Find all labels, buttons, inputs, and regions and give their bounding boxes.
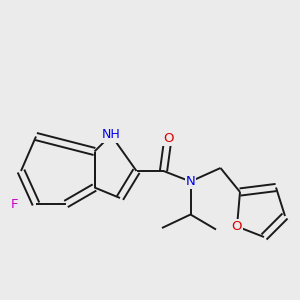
Text: N: N — [186, 175, 195, 188]
Text: F: F — [11, 197, 19, 211]
Text: O: O — [232, 220, 242, 233]
Text: NH: NH — [102, 128, 120, 142]
Text: O: O — [163, 131, 173, 145]
